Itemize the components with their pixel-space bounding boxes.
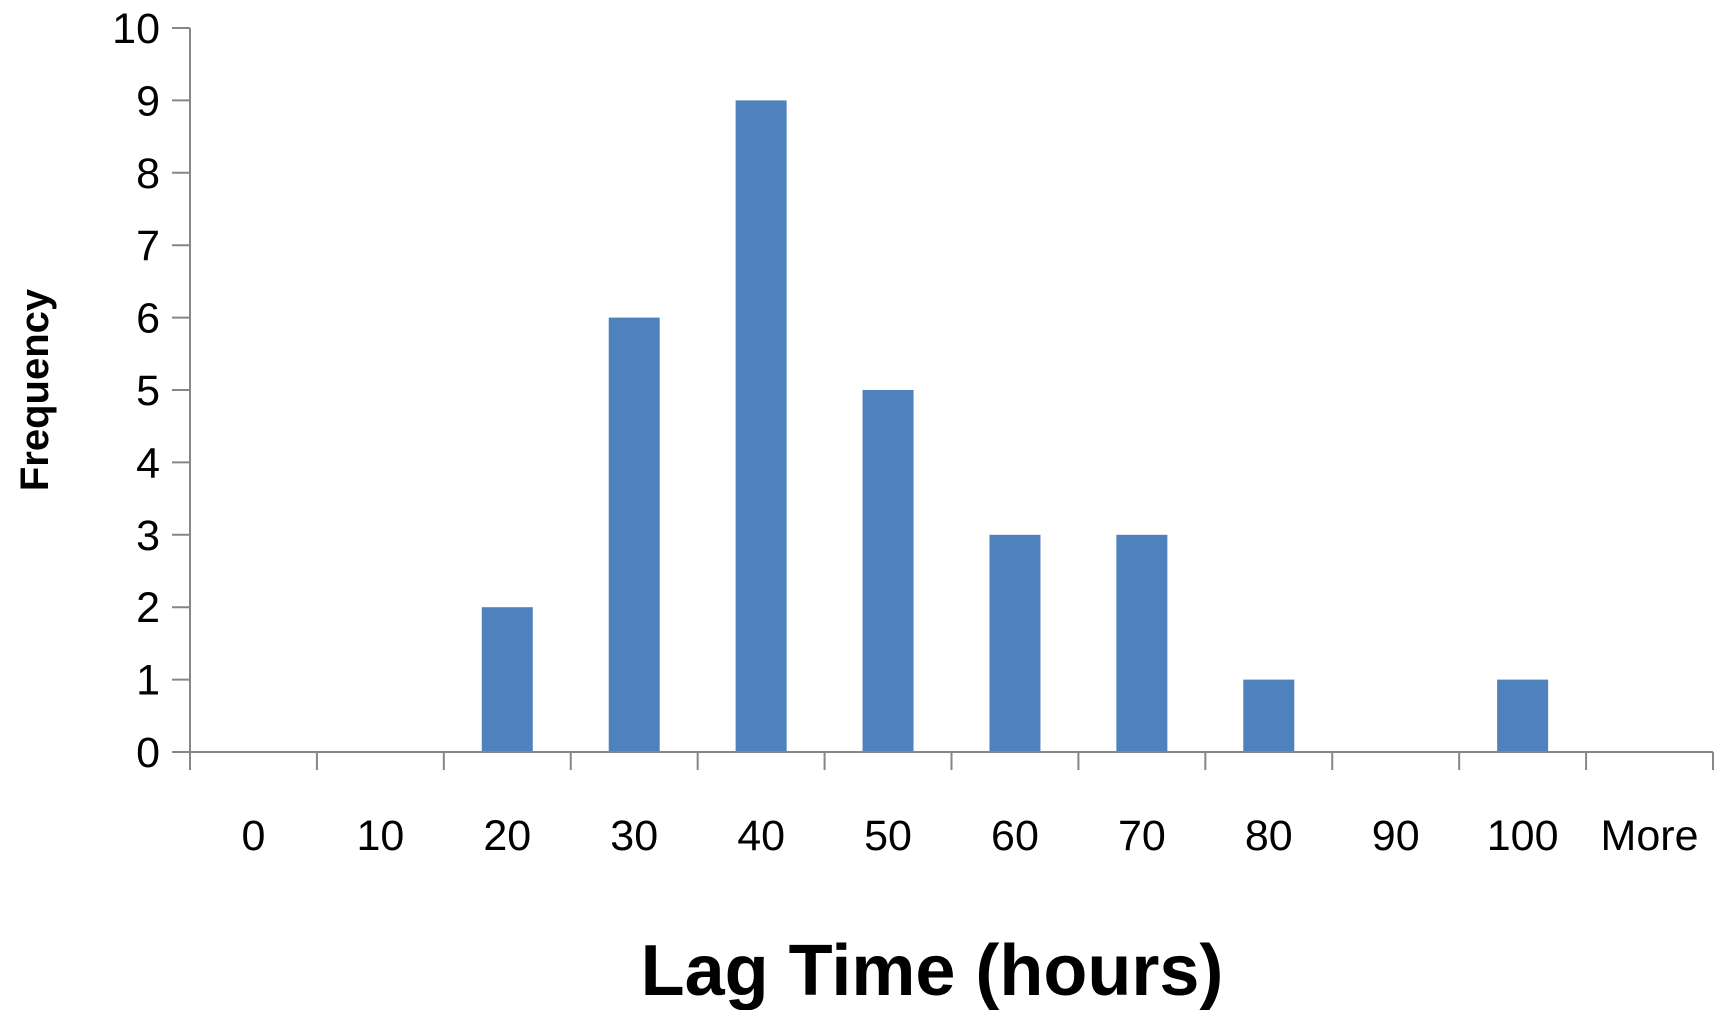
y-tick-label: 6: [136, 295, 160, 343]
y-tick-label: 5: [136, 367, 160, 415]
bar-30: [608, 317, 660, 752]
y-tick-label: 4: [136, 439, 160, 487]
y-tick-label: 0: [136, 729, 160, 777]
x-tick-label: More: [1601, 812, 1699, 860]
x-tick-label: 100: [1487, 812, 1559, 860]
x-tick-label: 20: [483, 812, 531, 860]
y-tick-label: 1: [136, 657, 160, 705]
bar-70: [1116, 534, 1168, 752]
x-tick-label: 50: [864, 812, 912, 860]
x-axis-title: Lag Time (hours): [641, 931, 1224, 1010]
x-tick-label: 30: [610, 812, 658, 860]
y-axis-title: Frequency: [13, 288, 57, 491]
x-tick-label: 10: [356, 812, 404, 860]
bar-100: [1497, 679, 1549, 752]
y-tick-label: 3: [136, 512, 160, 560]
x-tick-label: 70: [1118, 812, 1166, 860]
bar-20: [481, 607, 533, 752]
y-tick-label: 2: [136, 584, 160, 632]
x-tick-label: 90: [1372, 812, 1420, 860]
bar-40: [735, 100, 787, 752]
y-tick-label: 9: [136, 77, 160, 125]
x-tick-label: 60: [991, 812, 1039, 860]
y-tick-label: 8: [136, 150, 160, 198]
bar-50: [862, 390, 914, 752]
y-tick-label: 10: [112, 5, 160, 53]
bar-80: [1243, 679, 1295, 752]
bar-60: [989, 534, 1041, 752]
x-tick-label: 80: [1245, 812, 1293, 860]
bars-group: [481, 100, 1549, 752]
x-tick-label: 40: [737, 812, 785, 860]
y-axis: 0 1 2 3 4 5 6 7 8 9 10: [112, 5, 191, 777]
y-tick-label: 7: [136, 222, 160, 270]
x-axis: 0 10 20 30 40 50 60 70 80 90 100 More: [189, 751, 1714, 860]
x-tick-label: 0: [241, 812, 265, 860]
